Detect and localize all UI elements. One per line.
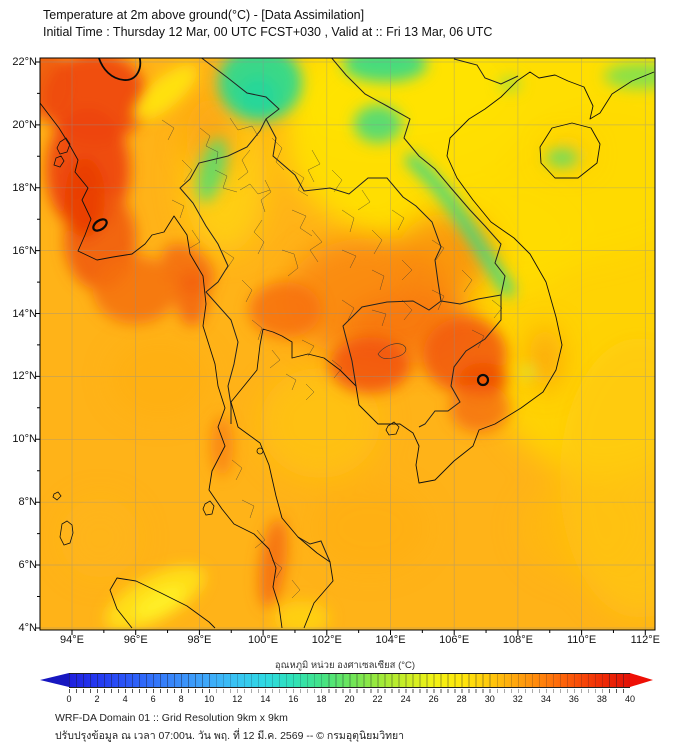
x-axis-tick-label: 112°E: [630, 634, 660, 646]
colorbar-tick-value: 26: [428, 694, 439, 704]
x-axis-tick-label: 104°E: [375, 634, 406, 646]
x-axis-tick-label: 96°E: [123, 634, 148, 646]
x-axis-tick-label: 108°E: [502, 634, 533, 646]
colorbar-tick-value: 24: [400, 694, 411, 704]
temperature-contours-36c: [92, 58, 490, 387]
colorbar-left-arrow: [40, 673, 69, 687]
green-cool-regions: [196, 58, 655, 379]
colorbar-tick-value: 0: [66, 694, 72, 704]
tonle-sap-lake: [377, 343, 407, 359]
colorbar-tick-value: 22: [372, 694, 383, 704]
y-axis-tick-label: 18°N: [12, 181, 37, 194]
x-axis-tick-label: 106°E: [439, 634, 470, 646]
red-hot-cores: [40, 58, 510, 608]
page-subtitle: Initial Time : Thursday 12 Mar, 00 UTC F…: [43, 25, 493, 39]
y-axis-tick-label: 14°N: [12, 307, 37, 320]
country-borders: [179, 58, 519, 563]
colorbar-tick-marks: [69, 689, 630, 693]
graticule-gridlines: [40, 58, 655, 630]
y-axis-tick-label: 16°N: [12, 244, 37, 257]
map-panel: [35, 57, 656, 635]
y-axis-tick-label: 10°N: [12, 433, 37, 446]
colorbar-tick-value: 10: [204, 694, 215, 704]
x-axis-tick-label: 94°E: [60, 634, 84, 646]
colorbar-tick-value: 20: [344, 694, 355, 704]
colorbar-tick-value: 2: [94, 694, 100, 704]
page-title: Temperature at 2m above ground(°C) - [Da…: [43, 8, 365, 22]
colorbar-gradient: [69, 673, 630, 688]
colorbar-segment-separators: [69, 674, 630, 687]
axis-tick-marks: [35, 61, 646, 635]
colorbar-tick-value: 8: [178, 694, 184, 704]
temperature-field-map: [35, 57, 656, 635]
colorbar-tick-value: 12: [232, 694, 243, 704]
map-frame: [39, 57, 656, 631]
colorbar-tick-value: 32: [512, 694, 523, 704]
y-axis-tick-label: 12°N: [12, 370, 37, 383]
colorbar-tick-value: 4: [122, 694, 128, 704]
colorbar-tick-value: 6: [150, 694, 156, 704]
x-axis-tick-label: 102°E: [311, 634, 342, 646]
colorbar-label: อุณหภูมิ หน่วย องศาเซลเซียส (°C): [274, 660, 416, 671]
bright-yellow-accents: [105, 64, 330, 630]
y-axis-tick-label: 6°N: [18, 559, 37, 572]
footer-update-info: ปรับปรุงข้อมูล ณ เวลา 07:00น. วัน พฤ. ที…: [55, 730, 405, 742]
x-axis-tick-label: 100°E: [248, 634, 279, 646]
colorbar-tick-value: 40: [624, 694, 636, 704]
colorbar-tick-value: 14: [260, 694, 271, 704]
colorbar-tick-value: 38: [596, 694, 607, 704]
colorbar-tick-value: 18: [316, 694, 327, 704]
colorbar-tick-value: 16: [288, 694, 299, 704]
y-axis-tick-label: 8°N: [18, 496, 37, 509]
colorbar-tick-value: 28: [456, 694, 467, 704]
x-axis-tick-label: 110°E: [566, 634, 597, 646]
yellow-cool-regions: [60, 58, 655, 618]
province-boundaries: [161, 117, 503, 599]
y-axis-tick-label: 20°N: [12, 118, 37, 131]
colorbar-tick-value: 30: [484, 694, 495, 704]
coastlines: [40, 71, 655, 629]
y-axis-tick-label: 22°N: [12, 56, 37, 68]
islands: [52, 137, 400, 546]
colorbar-tick-value: 36: [568, 694, 579, 704]
x-axis-tick-label: 98°E: [187, 634, 212, 646]
footer-domain-info: WRF-DA Domain 01 :: Grid Resolution 9km …: [55, 712, 288, 724]
colorbar-right-arrow: [630, 673, 653, 687]
y-axis-tick-label: 4°N: [18, 621, 37, 634]
colorbar-tick-value: 34: [540, 694, 551, 704]
